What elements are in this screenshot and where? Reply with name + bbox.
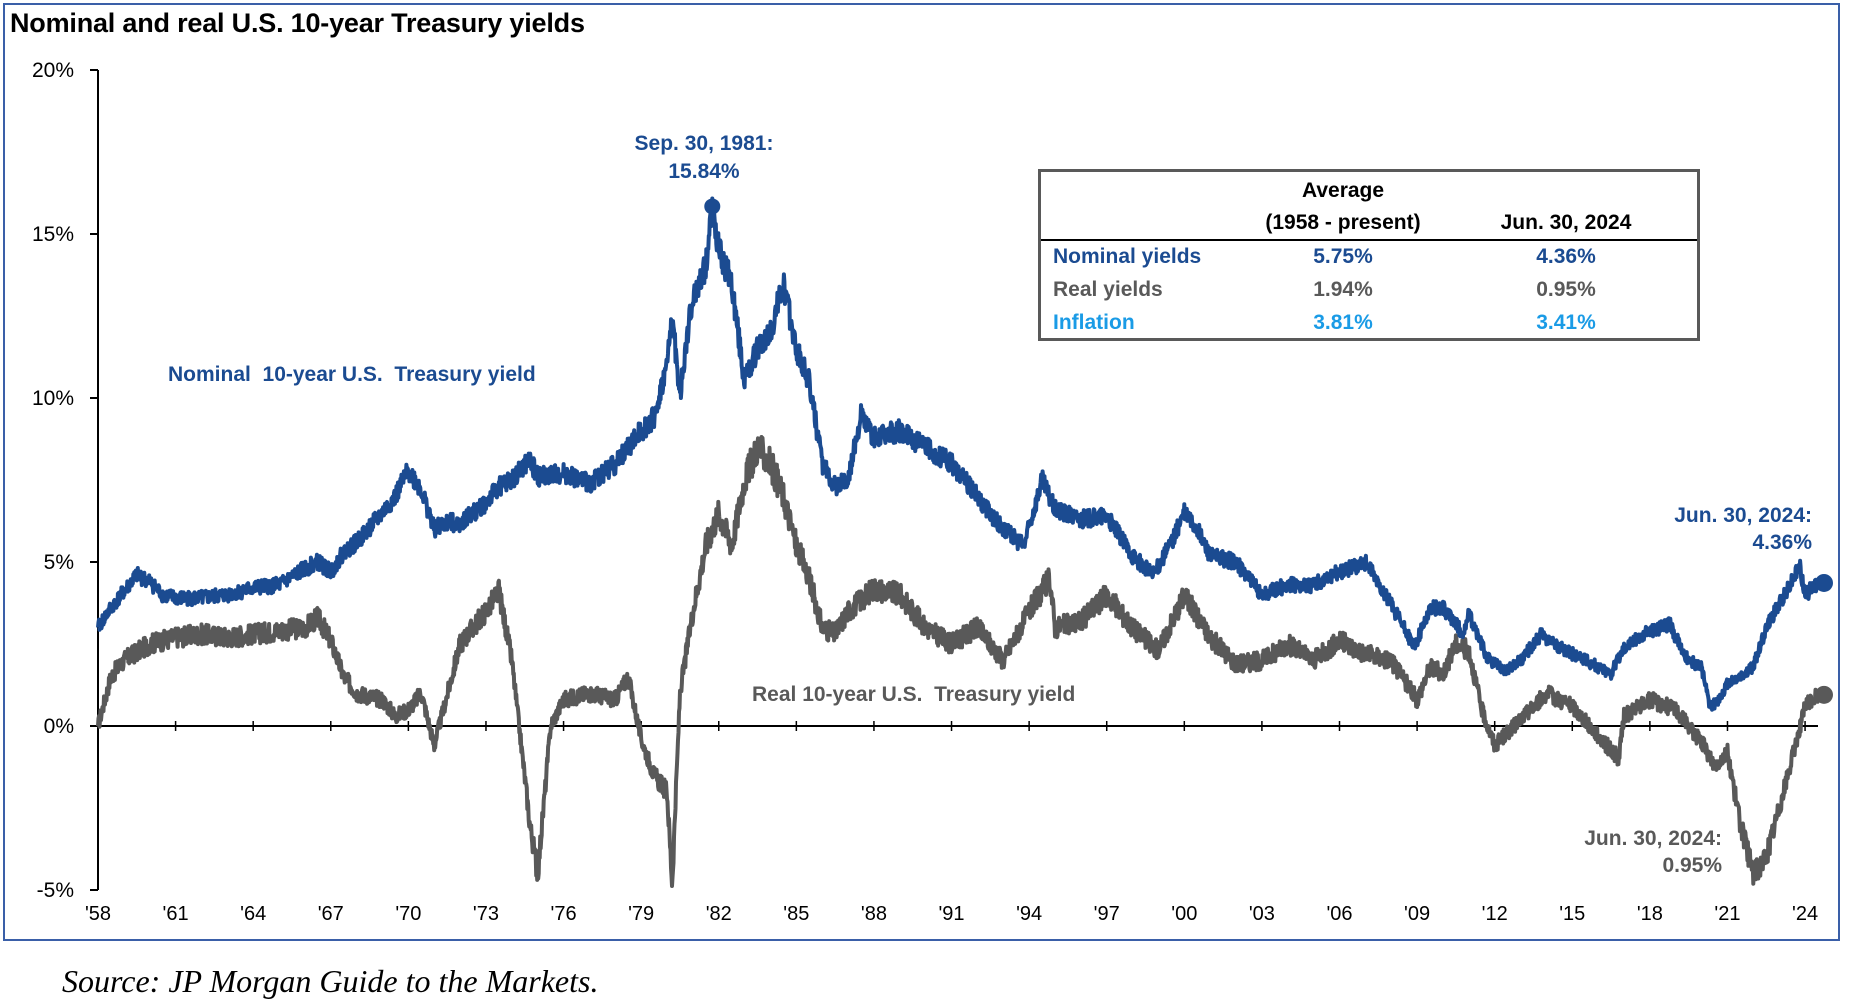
table-row-label: Inflation — [1053, 311, 1135, 334]
x-tick-label: '91 — [938, 903, 964, 925]
series-end-marker — [1815, 685, 1833, 704]
table-row-current: 0.95% — [1536, 278, 1596, 301]
y-tick-label: 15% — [32, 223, 74, 246]
x-tick-label: '64 — [240, 903, 266, 925]
x-tick-label: '24 — [1792, 903, 1818, 925]
x-tick-label: '94 — [1016, 903, 1042, 925]
peak-annotation-value: 15.84% — [668, 160, 740, 183]
x-tick-label: '18 — [1637, 903, 1663, 925]
x-tick-label: '67 — [318, 903, 344, 925]
nominal-yield-series — [96, 196, 1833, 712]
y-axis-labels: 20% 15% 10% 5% 0% -5% — [32, 59, 74, 902]
table-header-divider — [1041, 239, 1697, 241]
x-tick-label: '82 — [706, 903, 732, 925]
table-header-current: Jun. 30, 2024 — [1500, 211, 1632, 234]
table-row-average: 1.94% — [1313, 278, 1373, 301]
line-chart: 20% 15% 10% 5% 0% -5% '58 '61 '64 '67 '70 '73 '76 '7… — [32, 59, 1833, 925]
table-row-average: 5.75% — [1313, 245, 1373, 268]
y-tick-label: 10% — [32, 387, 74, 410]
table-row-current: 4.36% — [1536, 245, 1596, 268]
series-line — [96, 435, 1820, 888]
table-row-label: Nominal yields — [1053, 245, 1202, 268]
series-line — [96, 196, 1820, 712]
x-tick-label: '97 — [1094, 903, 1120, 925]
y-tick-label: 20% — [32, 59, 74, 82]
x-tick-label: '03 — [1249, 903, 1275, 925]
x-tick-label: '15 — [1559, 903, 1585, 925]
x-tick-label: '58 — [85, 903, 111, 925]
source-note: Source: JP Morgan Guide to the Markets. — [62, 963, 599, 999]
x-tick-label: '70 — [395, 903, 421, 925]
y-tick-label: 5% — [44, 551, 74, 574]
x-tick-label: '61 — [163, 903, 189, 925]
real-yield-series — [96, 435, 1833, 888]
x-tick-label: '88 — [861, 903, 887, 925]
real-end-annotation-date: Jun. 30, 2024: — [1584, 827, 1722, 850]
real-end-annotation-value: 0.95% — [1662, 854, 1722, 877]
x-tick-label: '79 — [628, 903, 654, 925]
x-tick-label: '12 — [1482, 903, 1508, 925]
peak-marker — [704, 198, 721, 215]
nominal-end-annotation-date: Jun. 30, 2024: — [1674, 504, 1812, 527]
y-tick-label: -5% — [37, 879, 74, 902]
table-header-period: (1958 - present) — [1265, 211, 1421, 234]
x-tick-label: '09 — [1404, 903, 1430, 925]
real-series-label: Real 10-year U.S. Treasury yield — [752, 683, 1075, 706]
x-tick-label: '85 — [783, 903, 809, 925]
peak-annotation-date: Sep. 30, 1981: — [635, 132, 774, 155]
chart-title: Nominal and real U.S. 10-year Treasury y… — [10, 8, 585, 38]
table-row-label: Real yields — [1053, 278, 1163, 301]
x-tick-label: '21 — [1714, 903, 1740, 925]
x-tick-label: '06 — [1326, 903, 1352, 925]
summary-table: Average (1958 - present) Jun. 30, 2024 N… — [1038, 169, 1700, 341]
table-header-average: Average — [1301, 179, 1385, 202]
x-tick-label: '00 — [1171, 903, 1197, 925]
x-tick-label: '73 — [473, 903, 499, 925]
chart-frame — [3, 3, 1840, 941]
nominal-series-label: Nominal 10-year U.S. Treasury yield — [168, 363, 536, 386]
x-axis-labels: '58 '61 '64 '67 '70 '73 '76 '79 '82 '85 '88 '91 '94 '… — [85, 903, 1818, 925]
table-row-average: 3.81% — [1313, 311, 1373, 334]
series-end-marker — [1815, 573, 1833, 592]
y-tick-label: 0% — [44, 715, 74, 738]
nominal-end-annotation-value: 4.36% — [1752, 531, 1812, 554]
x-tick-label: '76 — [551, 903, 577, 925]
table-row-current: 3.41% — [1536, 311, 1596, 334]
